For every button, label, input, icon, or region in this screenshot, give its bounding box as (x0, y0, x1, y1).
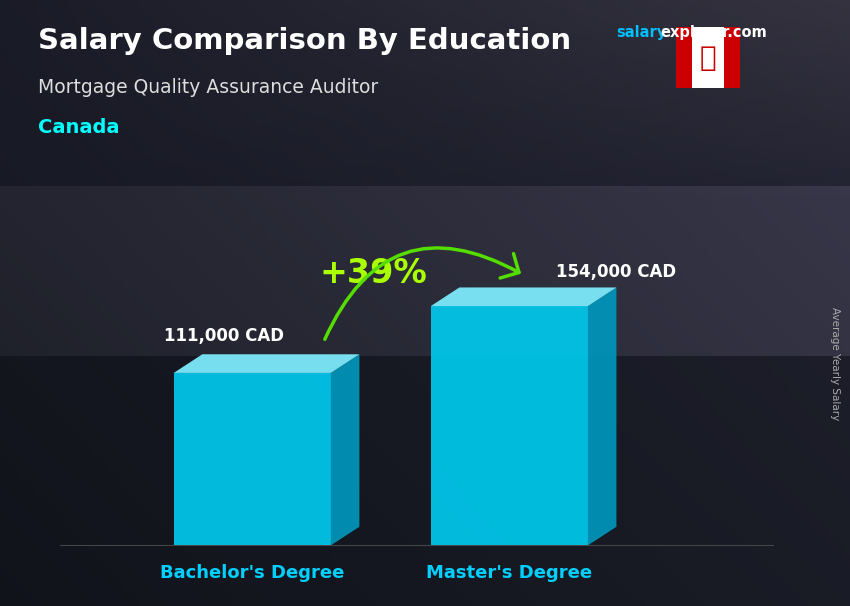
Text: salary: salary (616, 25, 666, 41)
Text: Canada: Canada (38, 118, 120, 137)
Bar (723, 27, 740, 88)
Polygon shape (331, 355, 360, 545)
Text: explorer.com: explorer.com (660, 25, 768, 41)
Bar (676, 27, 692, 88)
Text: Average Yearly Salary: Average Yearly Salary (830, 307, 840, 420)
Polygon shape (588, 287, 616, 545)
Polygon shape (0, 0, 850, 186)
Text: Mortgage Quality Assurance Auditor: Mortgage Quality Assurance Auditor (38, 78, 378, 96)
Text: 154,000 CAD: 154,000 CAD (557, 263, 677, 281)
Polygon shape (431, 306, 588, 545)
Bar (692, 27, 723, 88)
Polygon shape (431, 287, 616, 306)
Polygon shape (173, 373, 331, 545)
Text: 🍁: 🍁 (700, 44, 716, 72)
Text: Salary Comparison By Education: Salary Comparison By Education (38, 27, 571, 55)
Polygon shape (0, 356, 850, 606)
FancyArrowPatch shape (325, 248, 519, 339)
Text: +39%: +39% (320, 257, 428, 290)
Text: 111,000 CAD: 111,000 CAD (164, 327, 284, 345)
Polygon shape (173, 355, 360, 373)
